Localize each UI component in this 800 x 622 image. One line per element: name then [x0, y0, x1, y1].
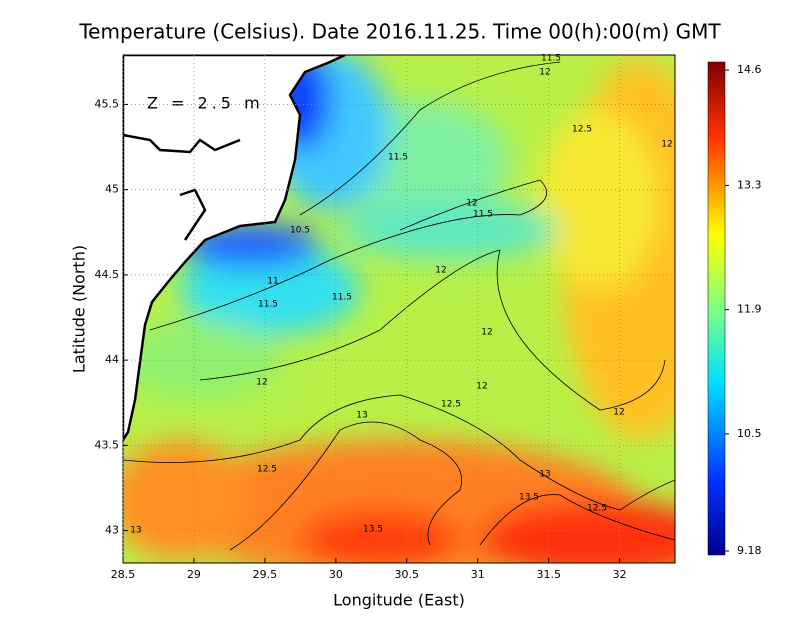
x-tick-label: 29.5: [253, 568, 278, 581]
contour-label: 11: [267, 277, 278, 287]
contour-label: 13.5: [519, 493, 539, 503]
contour-label: 12: [661, 140, 672, 150]
plot-frame: [122, 54, 676, 564]
contour-label: 11.5: [473, 210, 493, 220]
contour-label: 11.5: [541, 54, 561, 64]
contour-label: 12: [481, 328, 492, 338]
contour-label: 12: [539, 68, 550, 78]
temperature-field: [123, 55, 675, 563]
colorbar-tick-label: 14.6: [737, 63, 762, 76]
contour-label: 11.5: [258, 300, 278, 310]
x-tick-label: 31.5: [536, 568, 561, 581]
contour-label: 12.5: [441, 400, 461, 410]
depth-annotation: Z = 2.5 m: [147, 94, 264, 113]
x-tick-label: 32: [613, 568, 627, 581]
x-tick-label: 29: [187, 568, 201, 581]
contour-label: 13: [356, 411, 367, 421]
colorbar: [707, 61, 726, 556]
y-tick-label: 44: [105, 353, 119, 366]
contour-label: 11.5: [332, 293, 352, 303]
colorbar-tick-label: 10.5: [737, 427, 762, 440]
contour-label: 13.5: [363, 525, 383, 535]
x-axis-label: Longitude (East): [333, 591, 465, 610]
y-tick-label: 43.5: [95, 438, 120, 451]
contour-label: 12: [466, 199, 477, 209]
colorbar-tick-label: 11.9: [737, 303, 762, 316]
contour-label: 12: [613, 408, 624, 418]
title: Temperature (Celsius). Date 2016.11.25. …: [78, 20, 721, 44]
colorbar-tick-label: 9.18: [737, 544, 762, 557]
contour-label: 12: [435, 266, 446, 276]
contour-label: 12.5: [257, 465, 277, 475]
contour-labels: 11.5 12 12.5 12 11.5 12 11.5 10.5 12 11 …: [130, 54, 672, 536]
contour-label: 10.5: [290, 226, 310, 236]
y-tick-label: 45: [105, 183, 119, 196]
contour-label: 12.5: [587, 504, 607, 514]
colorbar-tick-label: 13.3: [737, 178, 762, 191]
y-axis-label: Latitude (North): [70, 245, 89, 373]
contour-label: 12: [476, 382, 487, 392]
x-tick-label: 28.5: [111, 568, 136, 581]
x-tick-label: 31: [471, 568, 485, 581]
y-tick-label: 44.5: [95, 268, 120, 281]
x-tick-label: 30: [329, 568, 343, 581]
contour-label: 11.5: [388, 153, 408, 163]
y-tick-label: 43: [105, 524, 119, 537]
y-tick-label: 45.5: [95, 97, 120, 110]
contour-label: 13: [539, 470, 550, 480]
contour-label: 12: [256, 378, 267, 388]
contour-label: 12.5: [572, 125, 592, 135]
x-tick-label: 30.5: [395, 568, 420, 581]
